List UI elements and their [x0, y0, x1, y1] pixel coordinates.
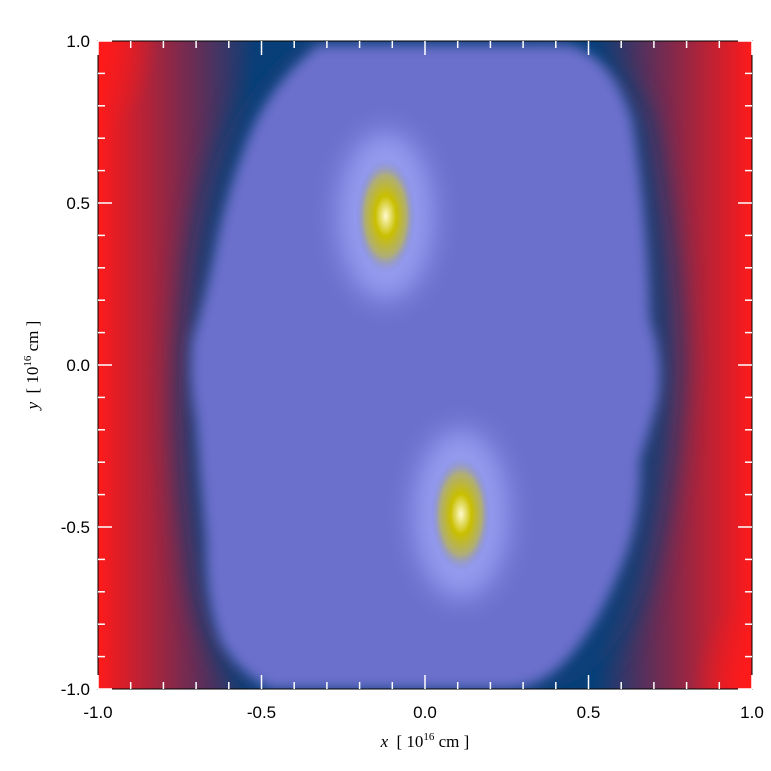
corner-glow-top-left — [98, 41, 158, 131]
x-tick-label: 0.0 — [413, 703, 437, 722]
x-tick-label: -0.5 — [247, 703, 276, 722]
corner-glow-bottom-right — [692, 599, 752, 689]
hot-spot-north — [355, 157, 416, 274]
y-tick-label: 0.5 — [66, 194, 90, 213]
y-tick-label: 0.0 — [66, 356, 90, 375]
tick-labels: -1.0 -0.5 0.0 0.5 1.0 -1.0 -0.5 0.0 0.5 1.0 — [61, 32, 764, 722]
y-tick-label: -0.5 — [61, 518, 90, 537]
nebula-body — [190, 45, 660, 689]
y-axis-label: y [ 1016 cm ] — [22, 321, 42, 412]
axis-ticks — [97, 40, 753, 690]
heatmap-image — [98, 41, 752, 689]
hot-spot-south — [430, 456, 491, 573]
x-tick-label: -1.0 — [83, 703, 112, 722]
x-tick-label: 1.0 — [740, 703, 764, 722]
y-tick-label: 1.0 — [66, 32, 90, 51]
x-axis-label: x [ 1016 cm ] — [380, 731, 470, 751]
x-tick-label: 0.5 — [577, 703, 601, 722]
y-tick-label: -1.0 — [61, 680, 90, 699]
